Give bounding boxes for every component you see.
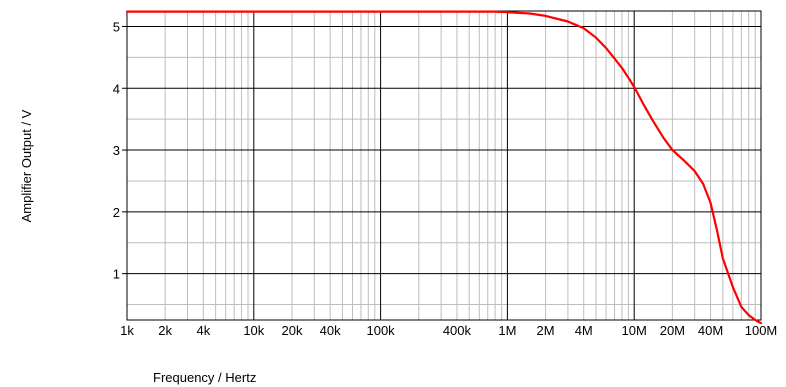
x-tick-label: 4M <box>575 323 593 338</box>
x-axis-title: Frequency / Hertz <box>153 370 256 385</box>
series-line <box>125 10 763 325</box>
x-tick-label: 20k <box>281 323 302 338</box>
y-axis-ticks: 1 2 3 4 5 <box>113 19 127 282</box>
y-tick-label: 3 <box>113 143 120 158</box>
x-tick-label: 100k <box>366 323 395 338</box>
y-tick-label: 1 <box>113 267 120 282</box>
x-tick-label: 2M <box>537 323 555 338</box>
y-tick-label: 4 <box>113 81 120 96</box>
x-tick-label: 4k <box>196 323 210 338</box>
x-tick-label: 40k <box>320 323 341 338</box>
x-axis-ticks: 1k 2k 4k 10k 20k 40k 100k 400k 1M 2M 4M 10M 20M 40M 10… <box>120 323 777 338</box>
x-tick-label: 40M <box>698 323 723 338</box>
y-tick-label: 2 <box>113 205 120 220</box>
x-tick-label: 2k <box>158 323 172 338</box>
y-axis-title: Amplifier Output / V <box>19 109 34 222</box>
y-tick-label: 5 <box>113 19 120 34</box>
x-tick-label: 400k <box>443 323 472 338</box>
x-tick-label: 100M <box>745 323 778 338</box>
x-tick-label: 20M <box>660 323 685 338</box>
x-tick-label: 10k <box>243 323 264 338</box>
x-tick-label: 1M <box>498 323 516 338</box>
x-tick-label: 1k <box>120 323 134 338</box>
x-tick-label: 10M <box>622 323 647 338</box>
minor-gridlines <box>127 11 761 320</box>
